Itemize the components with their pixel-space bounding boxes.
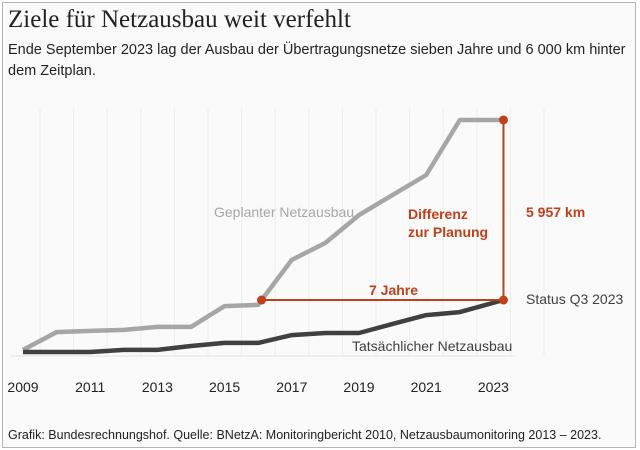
x-axis-ticks: 2009 2011 2013 2015 2017 2019 2021 2023	[7, 379, 509, 395]
planned-end-marker	[498, 115, 508, 125]
chart-title: Ziele für Netzausbau weit verfehlt	[8, 6, 351, 33]
status-label: Status Q3 2023	[526, 291, 624, 307]
x-tick-label: 2015	[209, 379, 240, 395]
x-tick-label: 2011	[75, 379, 105, 395]
x-tick-label: 2009	[7, 379, 38, 395]
status-marker	[498, 295, 508, 305]
series-label-planned: Geplanter Netzausbau	[214, 204, 354, 220]
gap-km-label: 5 957 km	[526, 204, 585, 220]
gap-start-marker	[257, 295, 267, 305]
annotations	[257, 115, 508, 305]
chart-subtitle: Ende September 2023 lag der Ausbau der Ü…	[8, 42, 626, 79]
difference-label-line2: zur Planung	[408, 224, 488, 240]
x-tick-label: 2023	[478, 379, 509, 395]
source-footer: Grafik: Bundesrechnungshof. Quelle: BNet…	[8, 428, 602, 442]
series-label-actual: Tatsächlicher Netzausbau	[352, 338, 512, 354]
x-tick-label: 2019	[343, 379, 374, 395]
x-tick-label: 2013	[142, 379, 173, 395]
actual-series-line	[23, 297, 505, 355]
difference-label-line1: Differenz	[408, 206, 468, 222]
x-tick-label: 2021	[411, 379, 442, 395]
gap-years-label: 7 Jahre	[369, 282, 418, 298]
x-tick-label: 2017	[276, 379, 307, 395]
